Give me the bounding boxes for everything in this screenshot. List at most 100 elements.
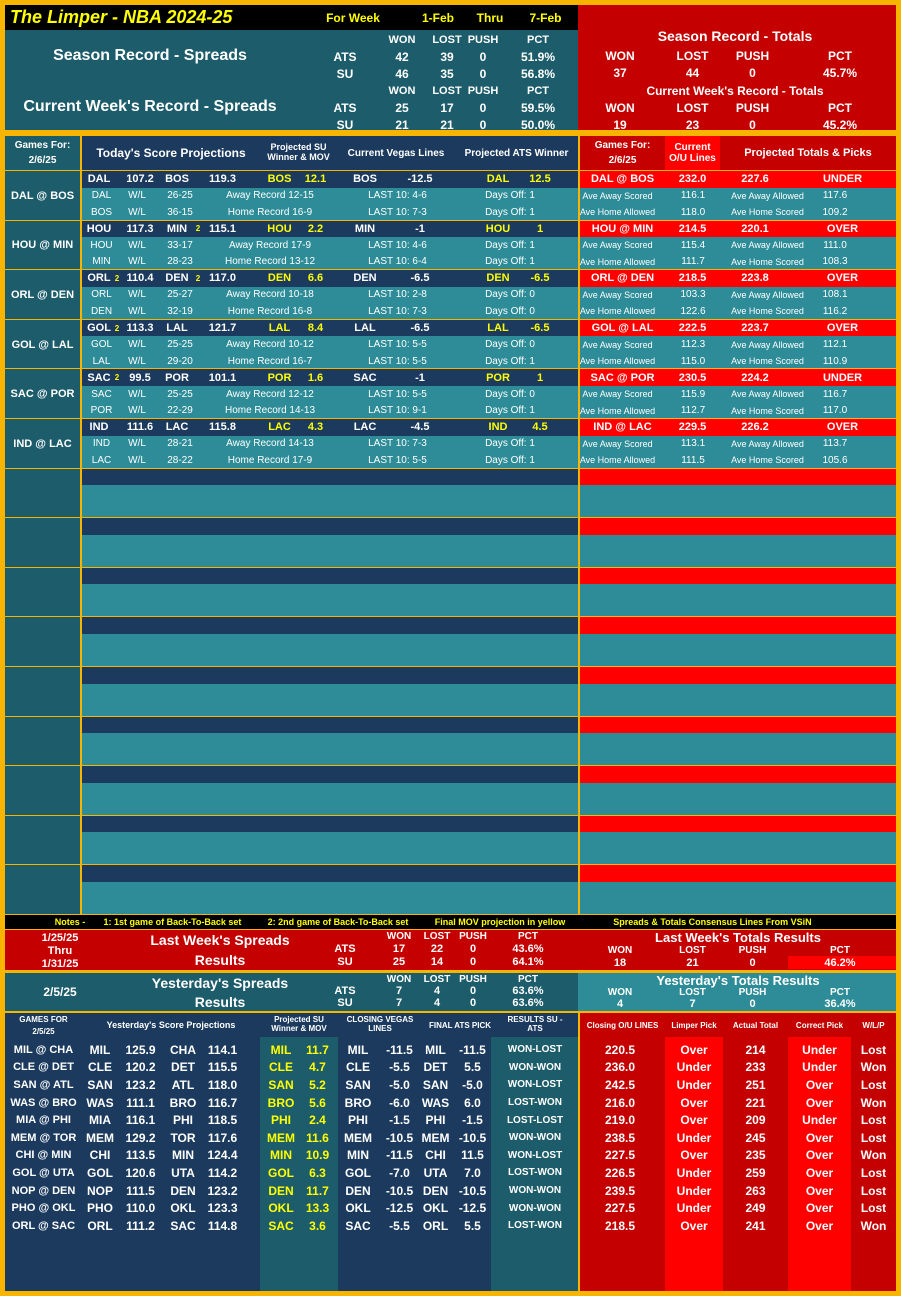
y-wlp: Lost [860,1165,887,1180]
ave-value: 103.3 [680,289,706,301]
totals-value: 45.2% [822,118,858,132]
ave-value: 113.7 [822,438,848,450]
y-col: WON [386,973,412,985]
game-detail-row [82,187,578,220]
last-10: LAST 10: 7-3 [368,438,427,450]
home-team: MIN [166,222,188,235]
game-total-detail [580,782,896,815]
lw-totals-value: 0 [749,956,756,969]
ave-label: Ave Away Scored [582,339,653,350]
lw-value: 64.1% [512,955,544,968]
ycol-correct [788,1037,851,1291]
totals-value: 23 [685,118,700,132]
game-label: DAL @ BOS [10,189,75,202]
ats-winner: HOU [485,222,511,235]
home-team: BOS [165,173,189,186]
y-mov: 5.6 [309,1095,326,1110]
home-team: DEN [165,272,189,285]
vegas-line: -6.5 [410,272,430,285]
y-col: PUSH [459,973,487,985]
y-home: DEN [170,1183,196,1198]
y-label1: Yesterday's Spreads [151,974,289,991]
away-team: IND [89,421,109,434]
y-value: 7 [395,997,403,1009]
ats-value: -6.5 [530,272,550,285]
ats-value: 1 [536,371,544,384]
yhead-left [5,1013,578,1037]
vegas-head [337,136,455,170]
y-totals-value: 4 [616,997,624,1010]
note-4: Spreads & Totals Consensus Lines From VS… [613,917,812,927]
record-col-head: PCT [527,85,549,97]
totals-game: DAL @ BOS [590,173,655,186]
y-result: WON-WON [508,1132,562,1144]
y-vegas-team: OKL [345,1201,371,1216]
ave-label: Ave Home Allowed [579,207,656,218]
y-vegas-team: MIL [347,1042,369,1057]
ave-label: Ave Home Allowed [579,455,656,466]
ycol-wlp [851,1037,896,1291]
yh-ats: FINAL ATS PICK [428,1020,492,1030]
notes-bar [5,915,896,929]
y-ats-team: MEM [421,1130,450,1145]
title-bar [5,5,578,30]
y-home-score: 118.0 [207,1077,238,1092]
y-ats-team: MIL [425,1042,446,1057]
ave-value: 111.5 [681,454,705,466]
lw-col: LOST [423,930,451,942]
record-value: 46 [395,67,409,81]
lw-value: 43.6% [512,942,544,955]
y-ats-team: PHI [425,1113,446,1128]
detail-team: GOL [90,339,113,351]
totals-col-head: PUSH [735,101,770,115]
record-label: Season Record - Spreads [53,47,247,64]
y-home: BRO [169,1095,197,1110]
y-home-score: 124.4 [207,1148,238,1163]
y-vegas-line: -11.5 [386,1042,413,1057]
y-ou: 239.5 [604,1183,636,1198]
detail-team: BOS [90,206,113,218]
game-detail-row [82,534,578,567]
ave-value: 117.6 [822,190,848,202]
y-wlp: Lost [860,1077,887,1092]
record-value: 35 [440,67,454,81]
yh-correct: Correct Pick [795,1020,844,1030]
y-home-score: 114.1 [207,1042,238,1057]
game-total-detail [580,733,896,766]
projected-total: 227.6 [741,173,769,186]
away-team: DAL [87,173,111,186]
ave-label: Ave Home Scored [731,455,804,466]
ats-label: Projected ATS Winner [464,147,569,159]
y-su-winner: MEM [267,1130,295,1145]
game-total-detail [580,336,896,369]
last-week-panel [5,930,896,970]
record-col-head: WON [388,85,416,97]
detail-team: SAC [91,388,112,400]
ycol-ou [580,1037,665,1291]
y-totals-value: 0 [749,997,756,1010]
ave-label: Ave Away Allowed [731,339,804,350]
yh-proj: Yesterday's Score Projections [106,1020,236,1030]
game-total-detail [580,881,896,914]
lw-label2: Results [194,952,246,968]
team-record: 26-25 [167,190,193,202]
yh-su: Projected SU Winner & MOV [271,1015,327,1033]
y-correct: Over [805,1095,834,1110]
ave-value: 113.1 [680,438,706,450]
game-main-row [82,419,578,436]
ave-label: Ave Away Scored [582,190,653,201]
y-vegas-line: -11.5 [386,1148,413,1163]
record-col-head: PUSH [467,85,499,97]
days-off: Days Off: 1 [485,438,535,450]
game-total-row [580,716,896,734]
y-value: 0 [469,997,477,1009]
y-ats-team: DEN [422,1183,449,1198]
record-type: ATS [333,101,357,115]
y-away-score: 120.2 [125,1060,156,1075]
y-mov: 4.7 [309,1060,326,1075]
y-home-score: 123.3 [207,1201,238,1216]
game-total-detail [580,584,896,617]
ave-label: Ave Home Scored [731,207,804,218]
y-away-score: 113.5 [125,1148,156,1163]
yh-wlp: W/L/P [862,1020,885,1030]
